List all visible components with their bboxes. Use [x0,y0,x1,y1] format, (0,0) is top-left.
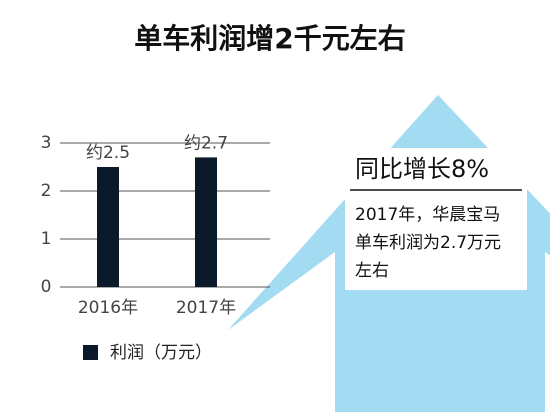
y-tick-label: 3 [41,133,52,153]
value-label: 约2.7 [184,133,228,153]
x-tick-label: 2017年 [176,298,236,318]
bar [195,157,217,287]
annotation-box [345,148,527,290]
legend-swatch [83,345,98,360]
value-label: 约2.5 [86,143,130,163]
annotation-line: 单车利润为2.7万元 [355,233,501,253]
y-tick-label: 2 [41,181,52,201]
chart-title: 单车利润增2千元左右 [134,22,405,55]
y-tick-label: 1 [41,229,52,249]
bar [97,167,119,287]
annotation-line: 左右 [355,261,389,281]
x-tick-label: 2016年 [78,298,138,318]
annotation-headline: 同比增长8% [355,155,489,183]
y-tick-label: 0 [41,277,52,297]
annotation-line: 2017年，华晨宝马 [355,205,500,225]
legend-label: 利润（万元） [110,343,212,363]
